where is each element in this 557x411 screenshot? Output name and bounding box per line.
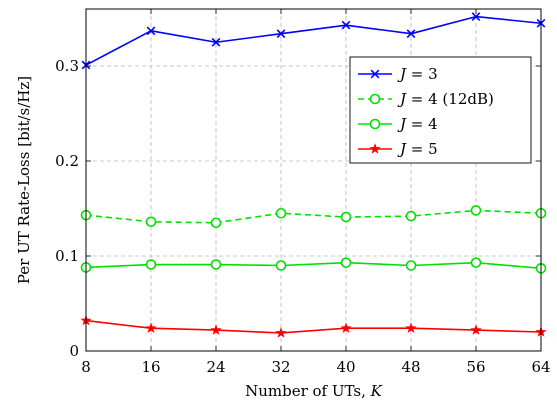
legend-entry: J = 3 (358, 65, 438, 83)
x-marker (341, 20, 351, 30)
y-tick-labels: 0 0.1 0.2 0.3 (55, 57, 79, 360)
x-marker (276, 29, 286, 39)
star-marker (470, 324, 482, 335)
x-tick-label: 8 (81, 358, 91, 376)
circle-marker (145, 216, 157, 228)
legend-label: J = 4 (397, 115, 438, 133)
series-lines (80, 12, 547, 338)
x-tick-label: 48 (401, 358, 420, 376)
circle-marker (145, 259, 157, 270)
circle-marker (369, 118, 381, 130)
y-tick-label: 0.1 (55, 247, 79, 265)
circle-marker (470, 205, 482, 216)
plot-frame (85, 8, 542, 352)
x-tick-labels: 8 16 24 32 40 48 56 64 (81, 358, 550, 376)
star-marker (210, 324, 222, 335)
y-tick-label: 0.3 (55, 57, 79, 75)
x-marker (211, 37, 221, 47)
circle-marker (210, 217, 222, 229)
x-tick-label: 56 (466, 358, 485, 376)
axis-ticks (85, 9, 542, 352)
circle-marker (470, 257, 482, 268)
circle-marker (405, 260, 417, 271)
series-line (85, 209, 542, 224)
x-marker (471, 12, 481, 21)
x-axis-label: Number of UTs, K (245, 382, 383, 400)
series-1 (81, 12, 546, 70)
circle-marker (210, 259, 222, 270)
star-marker (369, 143, 381, 154)
circle-marker (340, 257, 352, 268)
circle-marker (405, 210, 417, 222)
legend-entry: J = 4 (358, 115, 438, 133)
y-tick-label: 0 (69, 342, 79, 360)
x-tick-label: 64 (531, 358, 550, 376)
legend-label: J = 3 (397, 65, 438, 83)
legend-entry: J = 5 (358, 140, 438, 158)
star-marker (145, 322, 157, 333)
circle-marker (275, 260, 287, 271)
circle-marker (275, 207, 287, 219)
star-marker (275, 327, 287, 338)
x-tick-label: 40 (336, 358, 355, 376)
x-marker (370, 69, 380, 79)
legend-label: J = 5 (397, 140, 438, 158)
y-axis-label: Per UT Rate-Loss [bit/s/Hz] (15, 76, 33, 284)
series-line (85, 15, 542, 66)
legend-label: J = 4 (12dB) (397, 90, 494, 108)
x-tick-label: 24 (206, 358, 225, 376)
star-marker (340, 322, 352, 333)
legend-entry: J = 4 (12dB) (358, 90, 494, 108)
series-line (85, 261, 542, 270)
series-line (85, 319, 542, 334)
series-3 (80, 257, 547, 274)
star-marker (405, 322, 417, 333)
y-tick-label: 0.2 (55, 152, 79, 170)
x-tick-label: 32 (271, 358, 290, 376)
legend: J = 3 J = 4 (12dB) J = 4 J = 5 (349, 56, 532, 164)
x-tick-label: 16 (141, 358, 160, 376)
series-2 (80, 205, 547, 229)
circle-marker (340, 211, 352, 223)
circle-marker (369, 93, 381, 105)
x-marker (406, 29, 416, 39)
x-marker (146, 26, 156, 36)
